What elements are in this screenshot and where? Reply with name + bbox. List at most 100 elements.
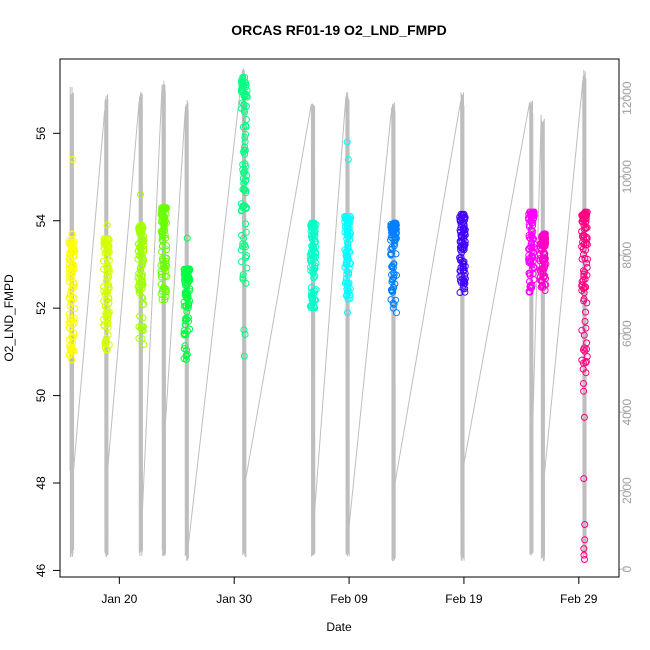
data-point <box>309 219 317 227</box>
data-point <box>136 191 144 198</box>
data-point <box>581 536 589 544</box>
series-rf11 <box>525 208 538 296</box>
data-point <box>387 250 395 258</box>
x-tick-label: Feb 29 <box>560 592 598 606</box>
data-point <box>539 239 547 247</box>
data-point <box>102 311 110 319</box>
data-point <box>344 309 351 316</box>
data-point <box>310 274 318 282</box>
data-point <box>100 322 108 330</box>
data-point <box>68 348 76 356</box>
data-point <box>389 288 397 296</box>
data-point <box>527 217 535 225</box>
data-point <box>139 253 147 261</box>
data-point <box>69 156 77 163</box>
data-point <box>582 283 590 291</box>
data-point <box>342 292 350 300</box>
data-point <box>578 287 586 294</box>
data-point <box>240 179 248 187</box>
data-point <box>68 345 76 353</box>
data-point <box>69 282 77 290</box>
data-point <box>185 302 193 309</box>
y2-tick-label: 8000 <box>620 242 634 269</box>
y-tick-label: 52 <box>34 301 48 315</box>
data-point <box>578 243 586 251</box>
data-point <box>526 288 534 296</box>
altitude-line <box>532 114 545 562</box>
data-point <box>163 246 170 254</box>
data-point <box>138 293 146 301</box>
data-point <box>579 346 587 354</box>
data-point <box>66 269 74 277</box>
altitude-line <box>187 68 247 558</box>
data-point <box>540 264 548 272</box>
data-point <box>581 521 589 528</box>
data-point <box>158 218 166 226</box>
altitude-line <box>141 80 166 557</box>
data-point <box>65 272 73 280</box>
data-point <box>580 380 587 387</box>
data-point <box>390 271 398 279</box>
data-point <box>309 243 316 251</box>
data-point <box>242 228 250 236</box>
data-point <box>183 234 191 242</box>
data-point <box>158 242 166 250</box>
data-point <box>582 308 589 316</box>
x-tick-label: Feb 09 <box>330 592 368 606</box>
data-point <box>578 326 586 334</box>
data-point <box>105 264 113 272</box>
data-point <box>525 245 533 253</box>
data-point <box>157 270 165 278</box>
data-point <box>140 300 148 308</box>
data-point <box>241 133 249 141</box>
data-point <box>70 329 78 337</box>
data-point <box>182 331 190 339</box>
data-point <box>162 257 170 265</box>
data-point <box>242 130 250 138</box>
y-tick-label: 50 <box>34 389 48 403</box>
data-point <box>310 222 318 230</box>
y-tick-label: 48 <box>34 476 48 490</box>
data-point <box>541 287 549 294</box>
data-point <box>526 270 534 277</box>
data-point <box>346 285 354 293</box>
data-point <box>526 278 533 286</box>
data-point <box>390 300 398 308</box>
data-point <box>183 346 191 354</box>
data-point <box>241 150 249 158</box>
data-point <box>186 325 194 333</box>
data-point <box>181 342 189 350</box>
data-point <box>103 304 111 312</box>
data-point <box>65 319 73 326</box>
data-point <box>342 261 350 269</box>
data-point <box>103 273 111 281</box>
data-point <box>100 287 108 295</box>
data-point <box>243 252 251 260</box>
data-point <box>583 353 591 360</box>
data-point <box>101 338 109 346</box>
data-point <box>240 78 248 86</box>
data-point <box>388 271 395 279</box>
data-point <box>344 224 351 232</box>
data-point <box>539 281 546 289</box>
data-point <box>66 314 74 322</box>
data-point <box>239 161 247 169</box>
data-point <box>536 251 544 258</box>
data-point <box>182 290 190 298</box>
data-point <box>525 233 533 241</box>
data-point <box>529 219 537 227</box>
data-point <box>307 284 315 291</box>
data-point <box>344 156 352 163</box>
x-tick-label: Feb 19 <box>445 592 483 606</box>
data-point <box>456 273 464 281</box>
y-tick-label: 56 <box>34 126 48 140</box>
data-point <box>391 237 399 245</box>
data-point <box>135 286 143 294</box>
data-point <box>310 302 317 310</box>
data-point <box>163 242 171 250</box>
data-point <box>241 138 249 146</box>
data-point <box>344 254 352 262</box>
data-point <box>580 475 588 483</box>
altitude-line <box>543 69 587 557</box>
data-point <box>157 281 165 288</box>
